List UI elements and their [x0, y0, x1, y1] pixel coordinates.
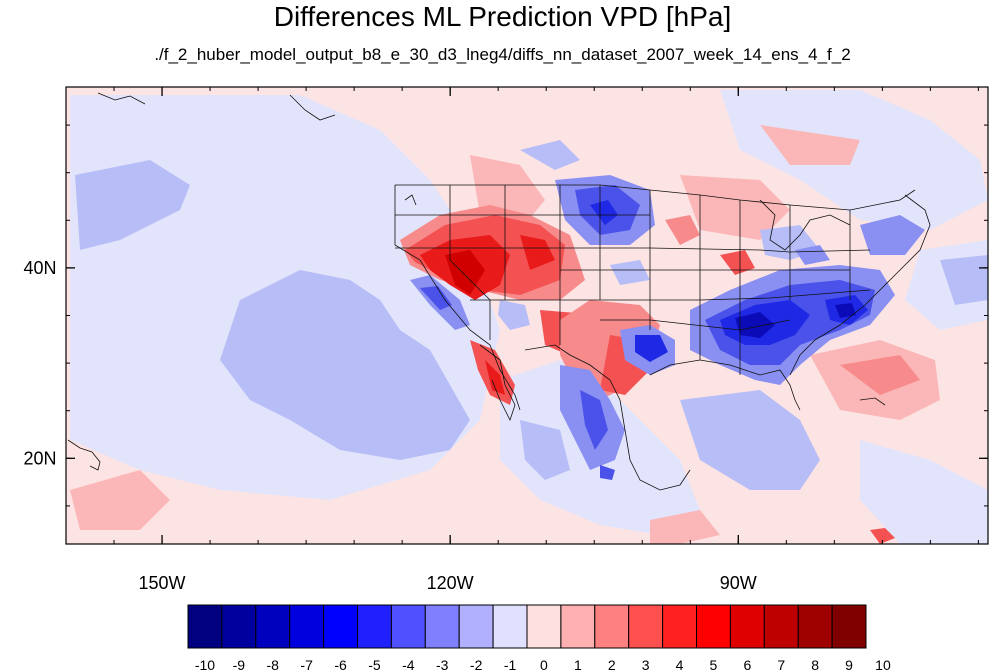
colorbar-swatch [289, 604, 325, 649]
colorbar-swatch [594, 604, 630, 649]
colorbar-label: -8 [267, 657, 280, 672]
colorbar-label: -4 [402, 657, 415, 672]
colorbar-swatch [492, 604, 528, 649]
colorbar-swatch [662, 604, 697, 649]
colorbar-swatch [458, 604, 494, 649]
x-tick-label: 90W [720, 573, 757, 593]
colorbar-swatch [628, 604, 664, 649]
colorbar-swatch [390, 604, 426, 649]
colorbar-swatch [831, 604, 867, 649]
map-boundaries [67, 92, 931, 491]
colorbar-label: -9 [233, 657, 246, 672]
colorbar-label: 8 [811, 657, 819, 672]
colorbar-swatch [221, 604, 257, 649]
colorbar-swatch [763, 604, 799, 649]
colorbar-swatch [424, 604, 460, 649]
map-area [66, 87, 988, 544]
colorbar-label: 3 [642, 657, 650, 672]
colorbar-label: 7 [777, 657, 785, 672]
y-tick-label: 20N [23, 448, 56, 468]
colorbar-swatch [729, 604, 765, 649]
map-axes: 150W 120W 90W 40N 20N [23, 87, 988, 593]
colorbar-swatch [187, 604, 223, 649]
colorbar-label: -5 [368, 657, 381, 672]
y-tick-label: 40N [23, 258, 56, 278]
x-tick-label: 120W [427, 573, 474, 593]
colorbar-swatch [560, 604, 596, 649]
colorbar: -10 -9 -8 -7 -6 -5 -4 -3 -2 -1 0 1 2 3 4 5 6 7 8 9 10 [187, 604, 891, 672]
colorbar-label: 9 [845, 657, 853, 672]
colorbar-swatch [357, 604, 392, 649]
colorbar-swatch [323, 604, 359, 649]
colorbar-label: -10 [195, 657, 215, 672]
map-title: Differences ML Prediction VPD [hPa] [273, 1, 732, 32]
colorbar-label: 2 [608, 657, 616, 672]
colorbar-label: -7 [300, 657, 313, 672]
colorbar-swatch [255, 604, 291, 649]
colorbar-label: -3 [436, 657, 449, 672]
colorbar-label: -6 [334, 657, 347, 672]
colorbar-label: 4 [676, 657, 684, 672]
colorbar-label: 5 [710, 657, 718, 672]
colorbar-label: -1 [504, 657, 517, 672]
colorbar-swatch [696, 604, 731, 649]
x-tick-label: 150W [139, 573, 186, 593]
colorbar-label: -2 [470, 657, 483, 672]
difference-field [70, 90, 988, 544]
colorbar-swatch [797, 604, 833, 649]
colorbar-label: 10 [875, 657, 891, 672]
colorbar-label: 6 [743, 657, 751, 672]
colorbar-label: 1 [574, 657, 582, 672]
map-subtitle: ./f_2_huber_model_output_b8_e_30_d3_lneg… [154, 45, 851, 64]
colorbar-label: 0 [540, 657, 548, 672]
colorbar-swatch [526, 604, 562, 649]
